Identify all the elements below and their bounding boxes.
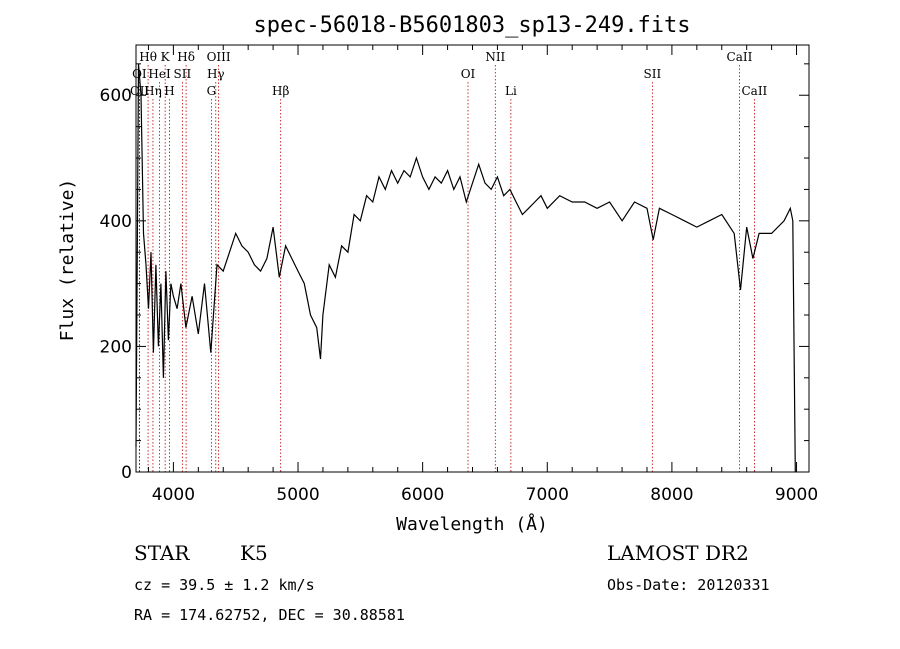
spectral-line-label: Hη [144,84,162,98]
obs-date-readout: Obs-Date: 20120331 [607,576,770,594]
x-tick-label: 5000 [276,485,319,505]
spectral-line-label: K [161,50,171,64]
x-axis-label: Wavelength (Å) [396,513,548,535]
star-type-label: STAR [134,541,190,565]
y-tick-label: 600 [100,86,132,106]
spectral-line-label: SII [643,67,661,81]
spectral-line-label: SII [174,67,192,81]
cz-readout: cz = 39.5 ± 1.2 km/s [134,576,315,594]
spectral-line-label: Hθ [139,50,157,64]
spectral-line-label: Hγ [207,67,225,81]
y-tick-label: 200 [100,337,132,357]
y-tick-label: 0 [121,463,132,483]
spectral-line-label: HeI [148,67,171,81]
spectral-line-label: CaII [727,50,753,64]
x-tick-label: 7000 [526,485,569,505]
subclass-label: K5 [240,541,268,565]
survey-label: LAMOST DR2 [607,541,749,565]
x-tick-label: 9000 [775,485,818,505]
spectrum-series-line [135,63,796,473]
spectral-line-label: Hβ [272,84,289,98]
x-tick-label: 6000 [401,485,444,505]
spectral-line-markers [138,65,755,472]
chart-title: spec-56018-B5601803_sp13-249.fits [253,13,690,38]
y-axis-label: Flux (relative) [57,179,78,342]
coordinates-readout: RA = 174.62752, DEC = 30.88581 [134,606,405,624]
spectral-line-label: G [207,84,217,98]
plot-frame [135,44,810,473]
spectral-line-label: OI [461,67,476,81]
spectral-line-label: Li [505,84,517,98]
spectral-line-label: OII [130,84,150,98]
spectral-line-label: CaII [741,84,767,98]
y-tick-label: 400 [100,212,132,232]
spectral-line-label: NII [485,50,505,64]
spectral-line-label: OIII [207,50,231,64]
x-tick-label: 4000 [152,485,195,505]
spectral-line-label: Hδ [177,50,195,64]
x-axis-ticks: 4000 5000 6000 7000 8000 9000 [147,45,818,505]
y-axis-ticks: 0 200 400 600 [100,63,809,483]
x-tick-label: 8000 [650,485,693,505]
spectral-line-label: H [164,84,174,98]
